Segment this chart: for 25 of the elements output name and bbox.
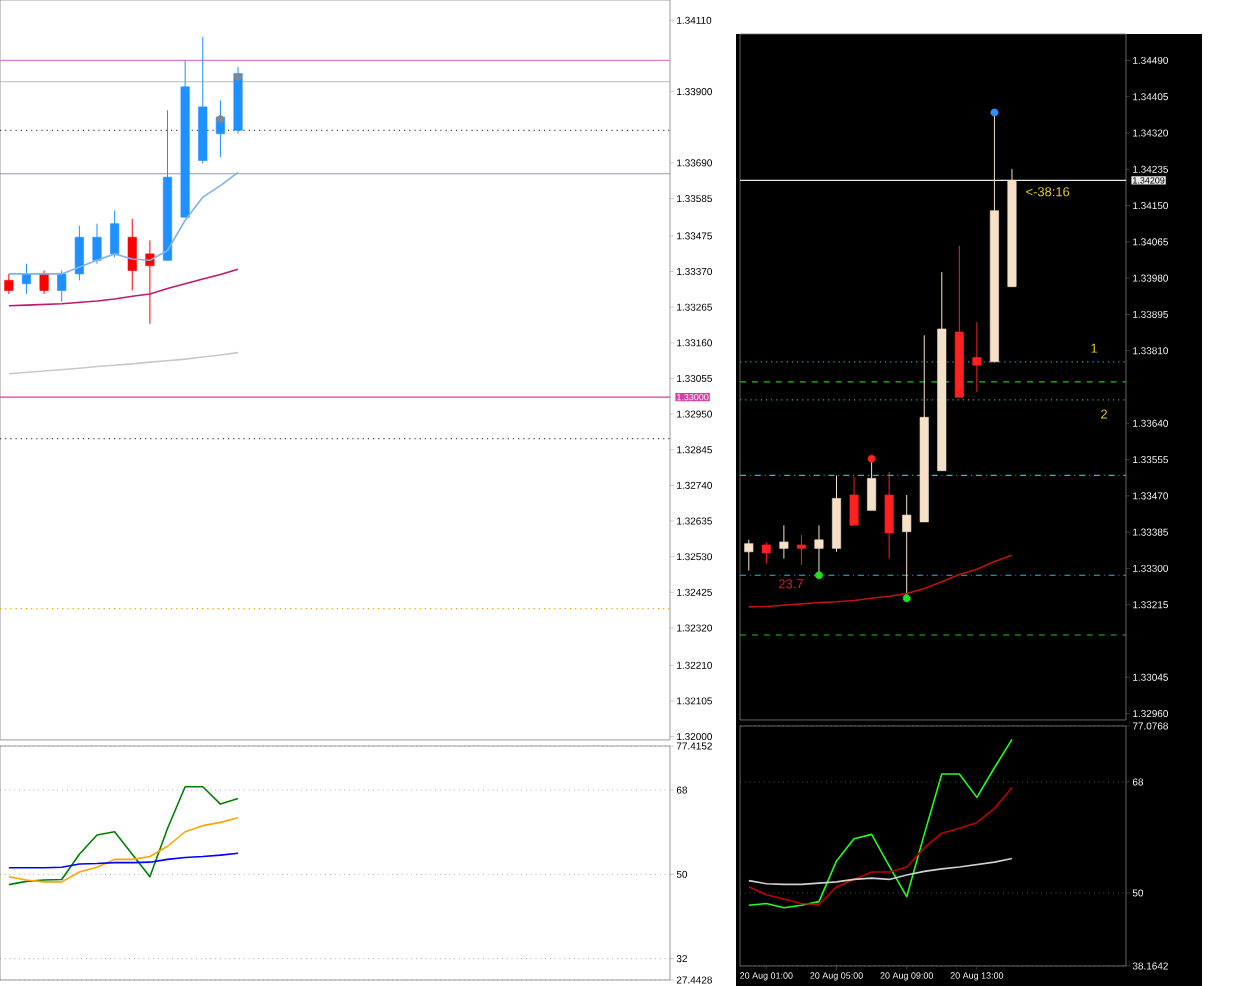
candlestick xyxy=(814,524,824,576)
point xyxy=(902,594,911,603)
candlestick xyxy=(744,539,754,572)
line-series xyxy=(8,785,239,886)
candlestick xyxy=(867,458,877,511)
point xyxy=(814,571,823,580)
point xyxy=(990,108,999,117)
candlestick xyxy=(902,494,912,599)
line-series xyxy=(8,816,239,883)
candlestick xyxy=(972,321,982,393)
candlestick xyxy=(110,209,120,258)
candlestick xyxy=(849,476,859,526)
candlestick xyxy=(796,534,806,566)
candlestick xyxy=(39,270,49,295)
candlestick xyxy=(779,524,789,560)
candlestick xyxy=(145,239,155,325)
point xyxy=(867,454,876,463)
candlestick xyxy=(4,273,14,295)
candlestick xyxy=(74,225,84,281)
candlestick xyxy=(127,218,137,292)
candlestick xyxy=(92,223,102,265)
candlestick xyxy=(761,541,771,565)
line-series xyxy=(747,738,1013,909)
candlestick xyxy=(57,270,67,303)
candlestick xyxy=(884,471,894,560)
